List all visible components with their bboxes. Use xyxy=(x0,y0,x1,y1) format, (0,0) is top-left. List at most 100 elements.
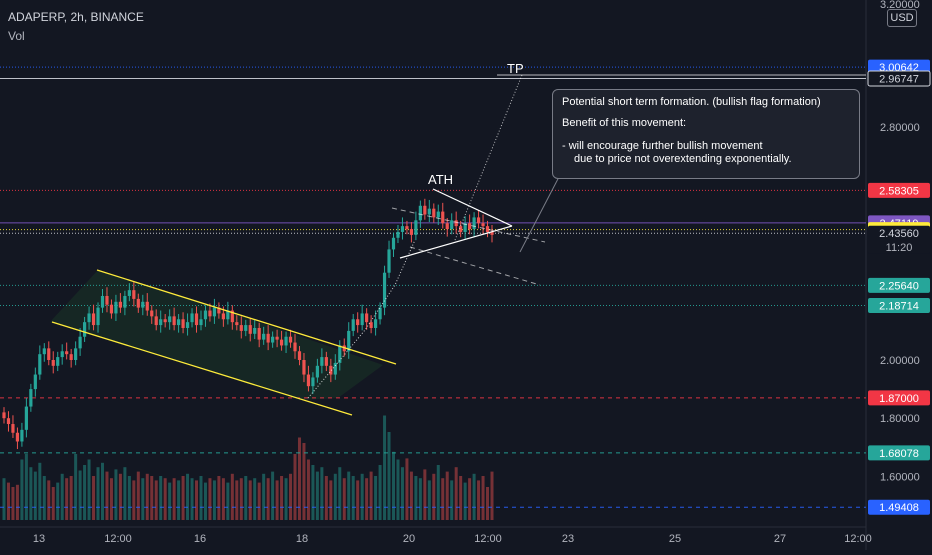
volume-bar xyxy=(369,471,373,520)
candle-body xyxy=(356,319,360,326)
candle-body xyxy=(297,351,302,360)
candle-body xyxy=(284,336,288,346)
volume-bar xyxy=(392,451,396,520)
channel-lower-line xyxy=(51,321,353,416)
candle-body xyxy=(459,226,463,232)
volume-bar xyxy=(24,454,28,520)
volume-bar xyxy=(2,478,6,520)
candle-body xyxy=(244,325,248,331)
candle-body xyxy=(141,301,145,308)
currency-button[interactable]: USD xyxy=(887,9,917,27)
projection-upper xyxy=(391,207,546,243)
price-level-label: 2.43560 xyxy=(879,228,919,240)
candle-body xyxy=(320,357,324,366)
candle-body xyxy=(315,365,319,378)
candle-body xyxy=(190,313,194,323)
x-tick-label: 23 xyxy=(562,533,574,545)
volume-bar xyxy=(414,476,418,520)
volume-bar xyxy=(329,480,333,520)
volume-bar xyxy=(248,480,252,520)
candle-body xyxy=(235,322,239,326)
candle-body xyxy=(387,249,391,273)
volume-bar xyxy=(230,473,234,520)
y-tick-label: 3.20000 xyxy=(880,0,920,11)
candle-body xyxy=(177,319,181,326)
volume-bar xyxy=(47,480,51,520)
volume-bar xyxy=(127,476,131,520)
candle-body xyxy=(212,307,217,317)
candle-body xyxy=(114,301,118,314)
candle-body xyxy=(82,322,87,337)
x-tick-label: 13 xyxy=(33,533,45,545)
volume-bar xyxy=(212,480,216,520)
volume-bar xyxy=(83,465,87,520)
volume-bar xyxy=(42,476,46,520)
candle-body xyxy=(257,327,261,340)
volume-bar xyxy=(163,478,167,520)
projection-lower xyxy=(409,246,541,286)
candle-body xyxy=(472,217,476,230)
volume-bar xyxy=(383,415,387,520)
volume-bar xyxy=(266,478,270,520)
volume-bar xyxy=(481,476,485,520)
volume-bar xyxy=(463,482,467,520)
volume-bar xyxy=(311,465,315,520)
candle-body xyxy=(436,211,440,218)
volume-bar xyxy=(181,476,185,520)
volume-bar xyxy=(33,471,37,520)
volume-bar xyxy=(203,482,207,520)
candle-body xyxy=(6,418,11,425)
price-level-label: 1.68078 xyxy=(879,448,919,460)
candle-body xyxy=(132,290,136,299)
candle-body xyxy=(109,304,114,314)
volume-bar xyxy=(459,476,463,520)
candle-body xyxy=(481,223,485,227)
x-tick-label: 20 xyxy=(403,533,415,545)
candle-body xyxy=(324,357,328,366)
volume-bar xyxy=(262,473,266,520)
volume-bar xyxy=(221,478,225,520)
volume-bar xyxy=(60,473,64,520)
volume-bar xyxy=(74,454,78,520)
volume-bar xyxy=(387,432,391,520)
volume-bar xyxy=(454,467,458,520)
volume-bar xyxy=(342,478,346,520)
candle-body xyxy=(87,313,91,323)
x-tick-label: 25 xyxy=(669,533,681,545)
candle-body xyxy=(118,301,123,308)
candle-body xyxy=(262,333,266,340)
volume-bar xyxy=(29,467,33,520)
volume-bar xyxy=(280,476,284,520)
volume-bar xyxy=(11,487,15,520)
volume-bar xyxy=(275,480,279,520)
volume-bar xyxy=(186,473,190,520)
candle-body xyxy=(365,313,369,323)
price-level-label-bg xyxy=(867,70,931,87)
candle-body xyxy=(127,290,131,296)
candle-body xyxy=(391,237,396,250)
candle-body xyxy=(432,208,436,218)
volume-bar xyxy=(356,480,360,520)
callout-pointer xyxy=(519,174,576,253)
candle-body xyxy=(396,231,400,238)
volume-bar xyxy=(315,471,319,520)
x-tick-label: 18 xyxy=(296,533,308,545)
candle-body xyxy=(150,310,154,317)
volume-bar xyxy=(490,471,494,520)
candle-body xyxy=(405,226,409,230)
volume-bar xyxy=(396,459,400,520)
volume-bar xyxy=(302,443,306,520)
candle-body xyxy=(203,310,208,320)
volume-bar xyxy=(360,473,364,520)
candle-body xyxy=(38,354,42,375)
candle-body xyxy=(418,205,422,221)
candle-body xyxy=(288,336,293,343)
volume-bar xyxy=(271,471,275,520)
volume-bar xyxy=(432,473,436,520)
volume-bar xyxy=(445,471,449,520)
volume-bar xyxy=(118,473,122,520)
candle-body xyxy=(65,351,69,355)
candle-body xyxy=(253,327,257,334)
